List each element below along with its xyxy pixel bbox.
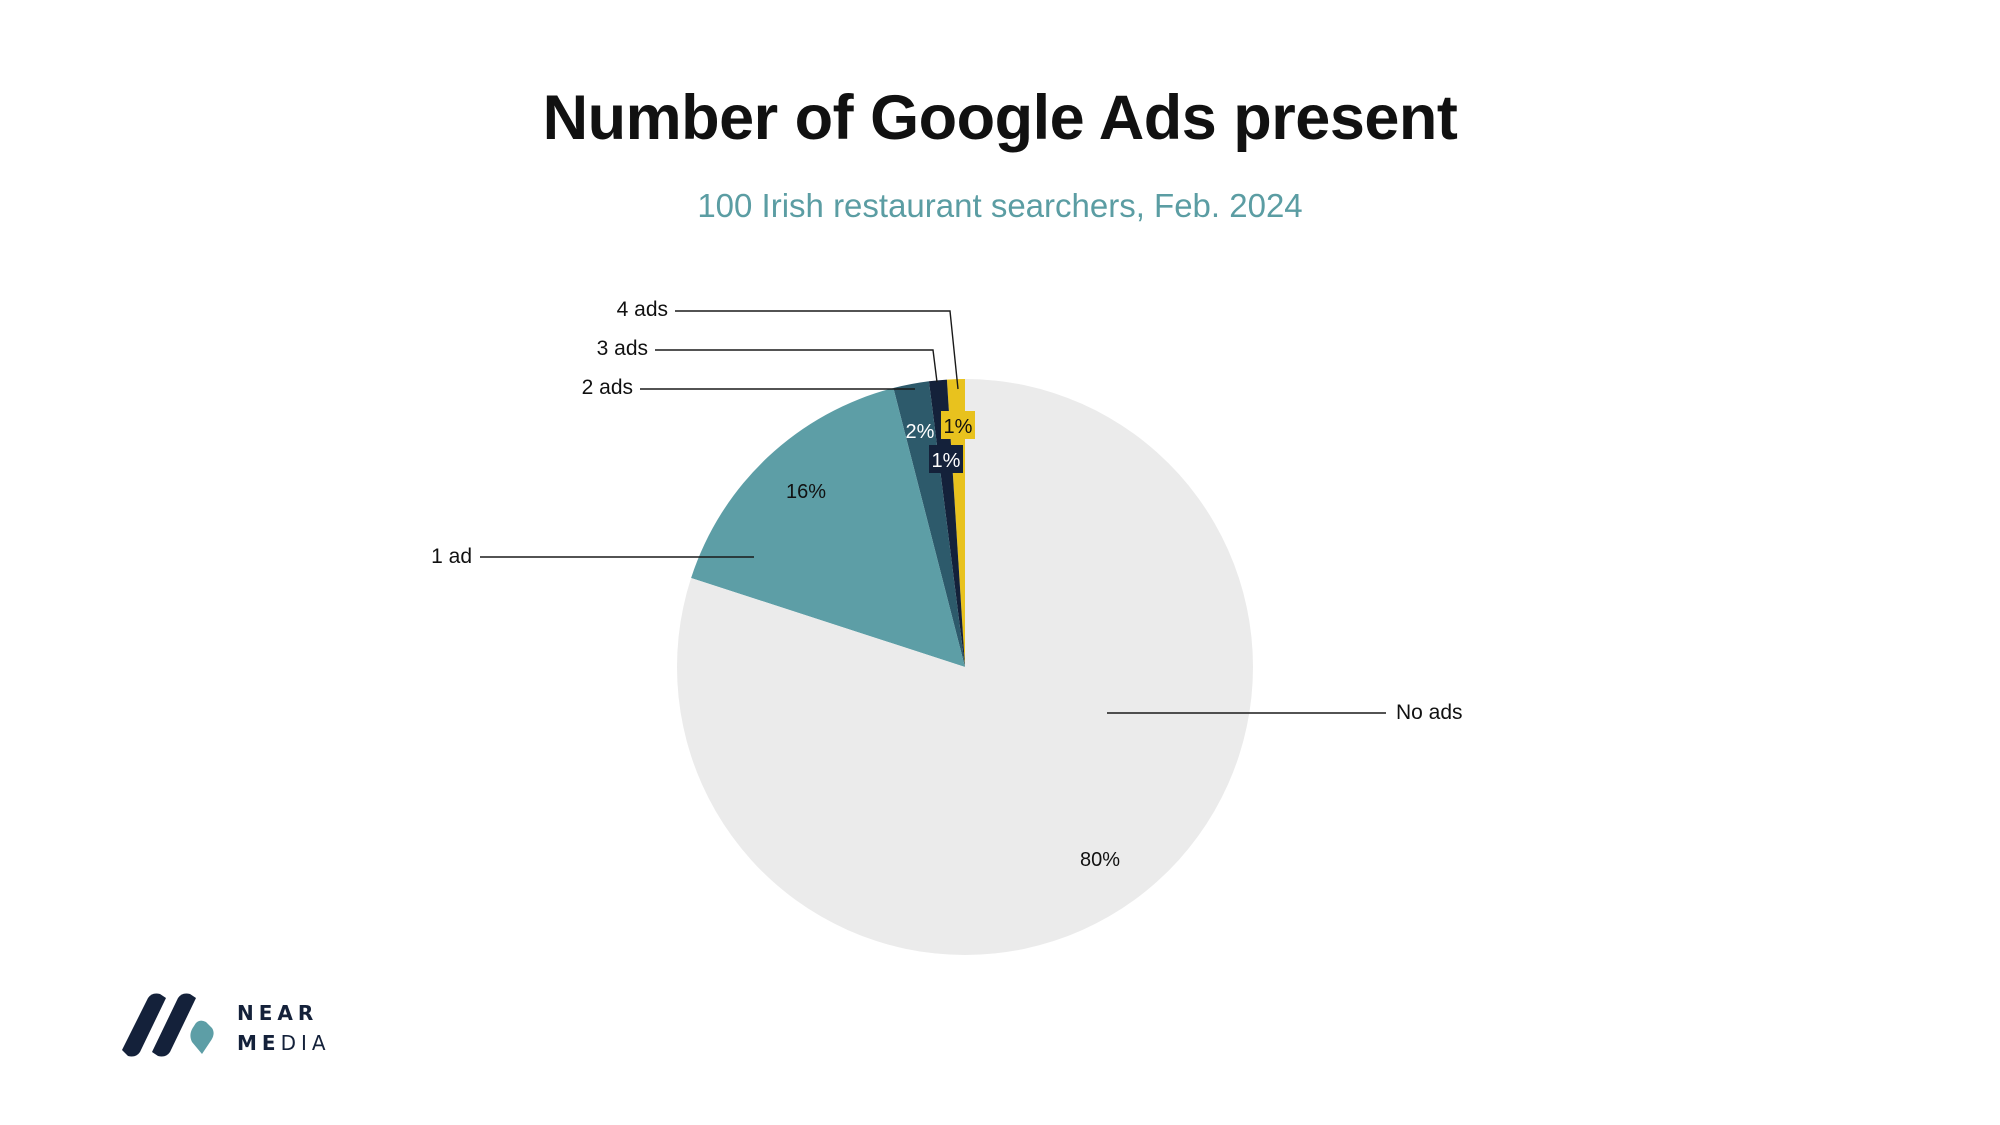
callout-line-4-ads (675, 310, 959, 390)
slice-labels: 1% 4 ads 1% 3 ads 2% 2 ads 16% 1 ad 80% No ads (431, 298, 1462, 871)
logo-mark-right (152, 993, 196, 1057)
logo-text-media: MEDIA (237, 1031, 331, 1055)
slice-2-ads (893, 381, 965, 667)
pct-label-bg-3-ads (929, 445, 963, 473)
slice-1-ad (691, 388, 965, 667)
category-label-1-ad: 1 ad (431, 545, 472, 568)
category-label-2-ads: 2 ads (582, 376, 633, 399)
logo-mark-left (122, 993, 166, 1057)
pct-label-4-ads: 1% (944, 416, 973, 438)
pct-label-1-ad: 16% (786, 481, 826, 503)
callout-lines (480, 310, 1386, 714)
category-label-3-ads: 3 ads (597, 337, 648, 360)
pie-slices (677, 379, 1254, 956)
pct-label-bg-4-ads (941, 411, 975, 439)
near-media-logo: NEAR MEDIA (122, 993, 331, 1057)
logo-text-near: NEAR (237, 1001, 318, 1025)
logo-text-media-bold: ME (237, 1031, 281, 1055)
category-label-no-ads: No ads (1396, 701, 1463, 724)
logo-mark-drop (190, 1020, 214, 1054)
slice-no-ads (677, 379, 1254, 956)
logo-text-media-light: DIA (281, 1031, 331, 1055)
pct-label-3-ads: 1% (932, 450, 961, 472)
chart-subtitle: 100 Irish restaurant searchers, Feb. 202… (697, 187, 1303, 224)
pct-label-2-ads: 2% (906, 421, 935, 443)
chart-title: Number of Google Ads present (542, 83, 1458, 153)
pct-label-no-ads: 80% (1080, 849, 1120, 871)
callout-line-3-ads (655, 349, 938, 383)
category-label-4-ads: 4 ads (617, 298, 668, 321)
